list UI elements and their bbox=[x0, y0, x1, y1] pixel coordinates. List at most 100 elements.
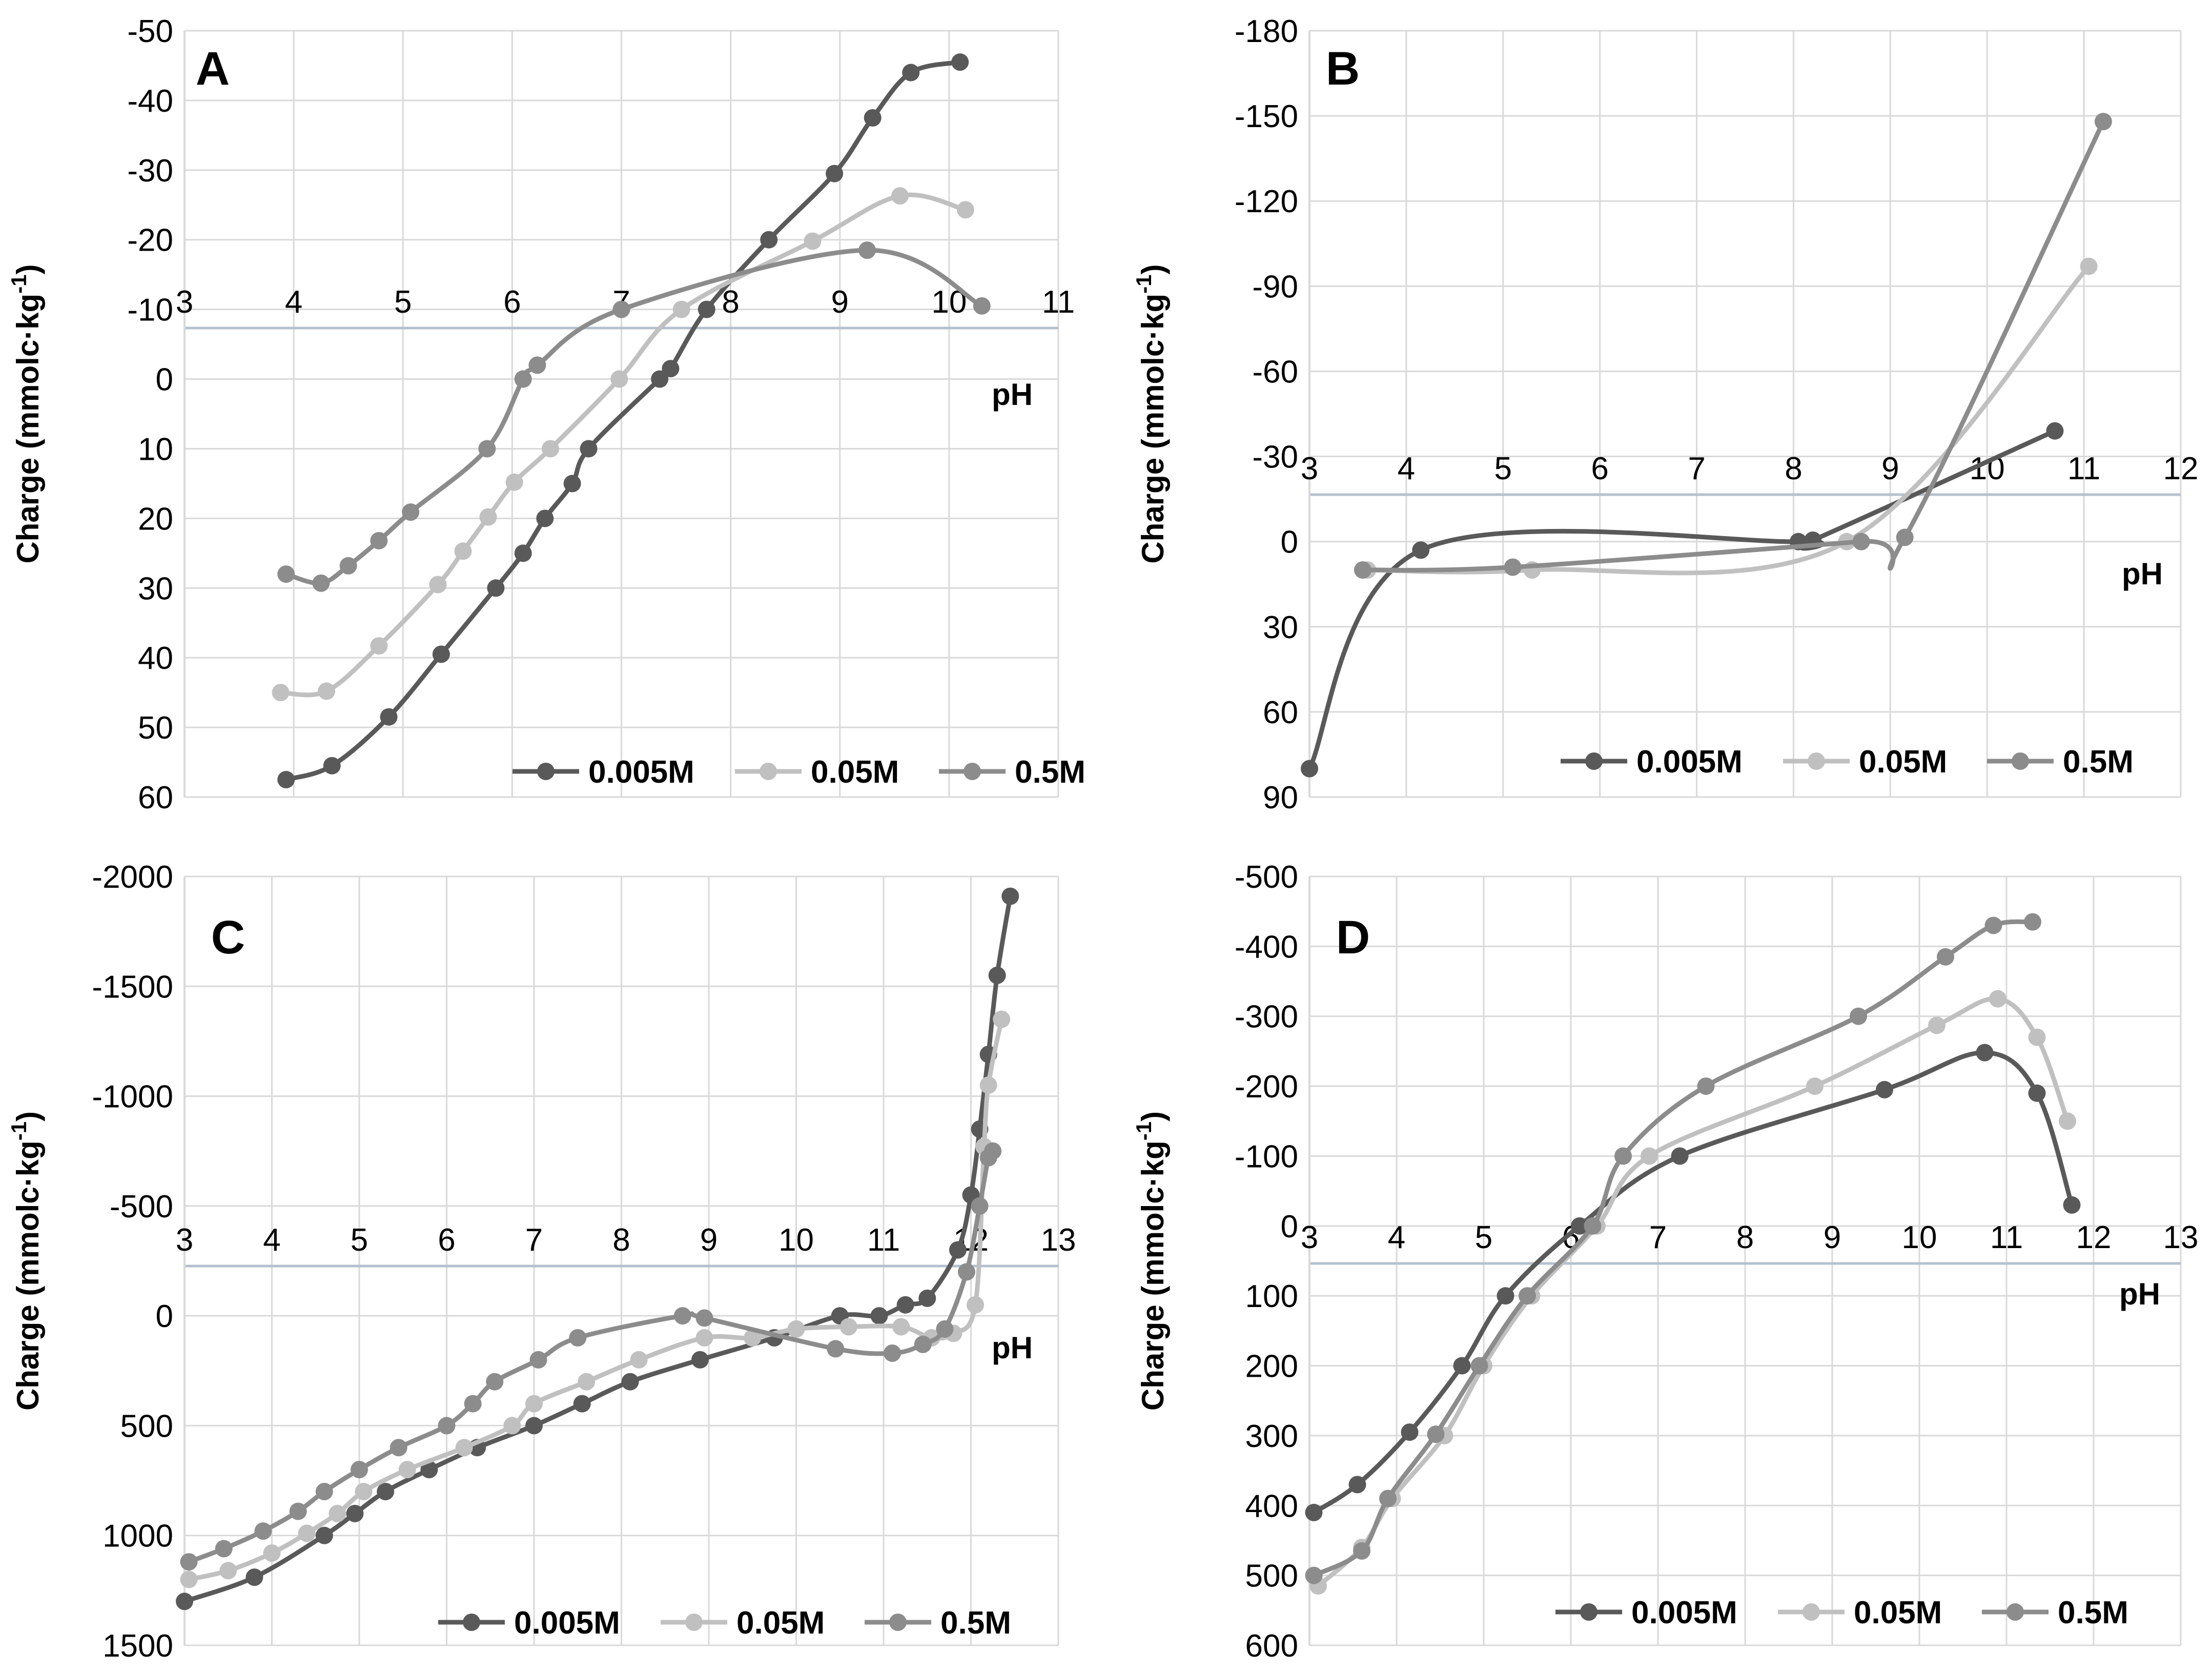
series-line-1 bbox=[283, 59, 962, 782]
legend: 0.005M 0.05M 0.5M bbox=[438, 1605, 1011, 1641]
data-point bbox=[1584, 1217, 1602, 1235]
data-point bbox=[454, 542, 472, 560]
y-tick-label: -100 bbox=[1235, 1139, 1298, 1174]
data-point bbox=[691, 1351, 709, 1369]
data-point bbox=[1976, 1044, 1994, 1062]
y-tick-label: 90 bbox=[1263, 780, 1298, 815]
data-point bbox=[651, 370, 669, 388]
data-point bbox=[993, 1010, 1011, 1028]
series-line-3 bbox=[1360, 119, 2106, 573]
data-point bbox=[429, 576, 447, 594]
x-tick-label: 8 bbox=[612, 1222, 630, 1258]
legend-label: 0.5M bbox=[1015, 754, 1085, 790]
x-tick-label: 13 bbox=[1041, 1222, 1076, 1258]
y-axis-title-main: Charge (mmolc·kg bbox=[1136, 1140, 1170, 1411]
x-tick-label: 7 bbox=[525, 1222, 543, 1258]
data-point bbox=[1412, 541, 1430, 559]
y-tick-label: 100 bbox=[1245, 1279, 1298, 1314]
data-point bbox=[563, 475, 581, 493]
data-point bbox=[1348, 1476, 1366, 1494]
data-point bbox=[949, 1241, 967, 1259]
x-tick-label: 12 bbox=[2163, 451, 2199, 486]
x-axis-title: pH bbox=[992, 377, 1033, 412]
data-point bbox=[826, 165, 844, 182]
data-point bbox=[827, 1340, 845, 1358]
data-point bbox=[2046, 422, 2064, 440]
x-tick-label: 3 bbox=[176, 1222, 193, 1258]
data-point bbox=[839, 1318, 857, 1336]
y-axis-title-end: ) bbox=[1136, 1111, 1170, 1121]
y-axis-title: Charge (mmolc·kg-1) bbox=[1132, 264, 1170, 563]
data-point bbox=[630, 1351, 648, 1369]
y-axis-title-main: Charge (mmolc·kg bbox=[11, 1140, 45, 1411]
y-tick-label: 60 bbox=[1263, 695, 1298, 730]
data-point bbox=[984, 1142, 1002, 1160]
y-tick-label: 0 bbox=[1281, 1209, 1298, 1244]
y-axis-title-superscript: -1 bbox=[1132, 1121, 1156, 1140]
data-point bbox=[455, 1439, 473, 1457]
y-tick-label: 60 bbox=[138, 780, 173, 815]
data-point bbox=[1989, 990, 2006, 1008]
x-tick-label: 11 bbox=[1042, 284, 1075, 320]
legend-marker bbox=[537, 763, 555, 780]
y-axis-title-superscript: -1 bbox=[7, 274, 31, 293]
data-point bbox=[957, 1263, 975, 1281]
panel-label: D bbox=[1336, 911, 1370, 964]
data-point bbox=[536, 509, 554, 527]
legend-marker bbox=[2012, 752, 2029, 770]
y-tick-label: 1500 bbox=[103, 1628, 173, 1664]
data-point bbox=[612, 300, 630, 318]
data-point bbox=[744, 1329, 762, 1346]
x-tick-label: 13 bbox=[2163, 1220, 2199, 1255]
y-tick-label: -60 bbox=[1252, 354, 1298, 390]
data-point bbox=[355, 1483, 373, 1500]
data-point bbox=[1497, 1287, 1514, 1305]
data-point bbox=[339, 557, 357, 575]
data-point bbox=[420, 1461, 438, 1479]
x-tick-label: 4 bbox=[263, 1222, 280, 1258]
data-point bbox=[298, 1524, 316, 1542]
x-tick-label: 5 bbox=[351, 1222, 368, 1258]
data-point bbox=[1571, 1217, 1588, 1235]
x-tick-label: 11 bbox=[867, 1222, 900, 1258]
legend-label: 0.005M bbox=[514, 1605, 620, 1641]
data-point bbox=[621, 1373, 639, 1391]
data-point bbox=[176, 1593, 193, 1610]
data-point bbox=[277, 771, 295, 789]
legend-label: 0.005M bbox=[588, 754, 694, 790]
data-point bbox=[479, 508, 497, 526]
data-point bbox=[662, 360, 680, 378]
data-point bbox=[1850, 1007, 1867, 1025]
x-tick-label: 6 bbox=[503, 284, 521, 320]
data-point bbox=[370, 532, 388, 549]
legend-marker bbox=[1580, 1603, 1597, 1621]
data-point bbox=[1852, 533, 1870, 550]
data-point bbox=[1453, 1357, 1471, 1375]
x-tick-label: 3 bbox=[176, 284, 193, 320]
chart-panel-D: -500 -400 -300 -200 -100 0 100 200 300 400 500 600 3… bbox=[1132, 860, 2198, 1664]
y-tick-label: 200 bbox=[1245, 1349, 1298, 1384]
data-point bbox=[1641, 1147, 1658, 1165]
data-point bbox=[528, 356, 546, 374]
x-tick-label: 3 bbox=[1301, 1220, 1318, 1255]
data-point bbox=[377, 1483, 395, 1500]
y-tick-label: -180 bbox=[1235, 14, 1298, 49]
data-point bbox=[503, 1417, 521, 1435]
x-axis-title: pH bbox=[992, 1331, 1033, 1365]
data-point bbox=[380, 708, 398, 726]
data-point bbox=[2059, 1112, 2076, 1130]
x-tick-label: 10 bbox=[1902, 1220, 1937, 1255]
legend-label: 0.5M bbox=[2058, 1595, 2128, 1630]
data-point bbox=[573, 1395, 591, 1413]
data-point bbox=[398, 1461, 416, 1479]
legend-marker bbox=[889, 1614, 907, 1631]
x-tick-label: 11 bbox=[2067, 451, 2100, 486]
legend-label: 0.05M bbox=[811, 754, 899, 790]
data-point bbox=[263, 1544, 281, 1562]
data-point bbox=[318, 682, 336, 700]
data-point bbox=[402, 503, 420, 521]
data-point bbox=[432, 645, 450, 663]
data-point bbox=[370, 637, 388, 655]
legend-label: 0.005M bbox=[1631, 1595, 1737, 1630]
